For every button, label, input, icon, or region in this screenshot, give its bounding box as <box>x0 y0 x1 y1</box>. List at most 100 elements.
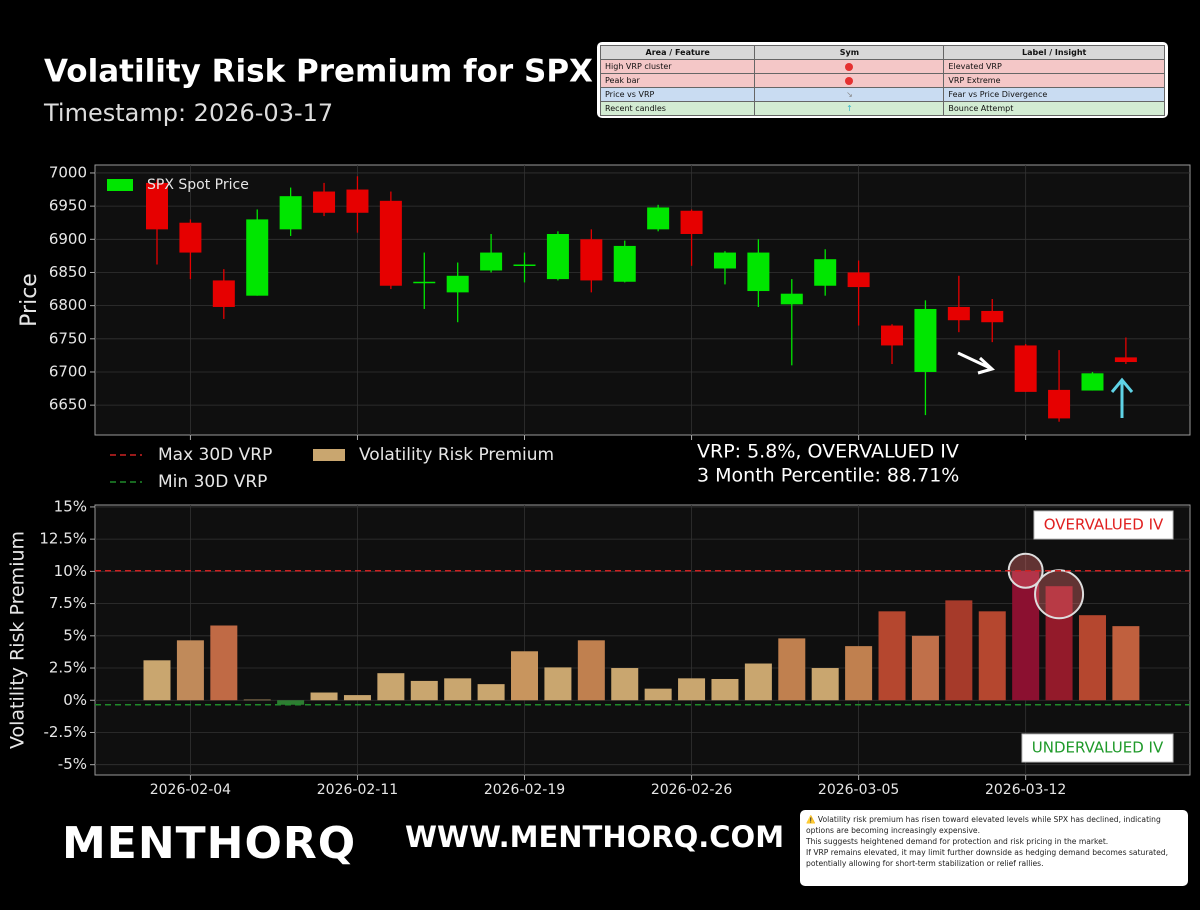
note-line: If VRP remains elevated, it may limit fu… <box>806 848 1169 868</box>
bar <box>644 688 672 701</box>
candle-body <box>680 210 703 234</box>
bar <box>711 678 739 701</box>
note: ⚠️ Volatility risk premium has risen tow… <box>800 810 1188 886</box>
cell: High VRP cluster <box>599 59 756 74</box>
y-tick-label: 7000 <box>49 163 87 181</box>
candle-body <box>1081 373 1104 391</box>
candle-body <box>780 293 803 305</box>
candle-body <box>480 252 503 271</box>
cell: Fear vs Price Divergence <box>943 87 1165 102</box>
x-tick-label: 2026-02-11 <box>317 782 398 798</box>
th: Label / Insight <box>943 45 1165 60</box>
y-axis-label: Volatility Risk Premium <box>7 531 29 749</box>
y-tick-label: 2.5% <box>49 659 87 677</box>
bar <box>477 684 505 701</box>
y-tick-label: 7.5% <box>49 594 87 612</box>
bar <box>811 668 839 701</box>
candle-body <box>847 272 870 288</box>
annotation: VRP: 5.8%, OVERVALUED IV <box>697 441 959 463</box>
candle-body <box>179 222 202 253</box>
y-tick-label: 5% <box>63 626 87 644</box>
bar <box>310 692 338 701</box>
bar <box>678 678 706 701</box>
arrow <box>1110 377 1134 418</box>
table: Area / Feature Sym Label / Insight High VR… <box>599 45 1165 116</box>
candle-body <box>379 200 402 286</box>
legend-label: Min 30D VRP <box>158 472 267 492</box>
cell: Price vs VRP <box>599 87 756 102</box>
y-tick-label: 12.5% <box>39 530 87 548</box>
candle-body <box>1014 345 1037 392</box>
arrow <box>957 351 995 375</box>
url: WWW.MENTHORQ.COM <box>405 820 785 854</box>
y-tick-label: 6950 <box>49 197 87 215</box>
bar <box>511 651 539 701</box>
y-tick-label: 6650 <box>49 396 87 414</box>
candle-body <box>647 207 670 230</box>
note-line: This suggests heightened demand for prot… <box>806 837 1109 846</box>
bar <box>911 635 939 701</box>
y-tick-label: -2.5% <box>43 723 87 741</box>
x-tick-label: 2026-02-19 <box>484 782 565 798</box>
legend-label: SPX Spot Price <box>147 177 249 193</box>
candle-body <box>279 196 302 230</box>
bar <box>410 680 438 701</box>
candle-body <box>881 325 904 346</box>
candle-body <box>246 219 269 296</box>
legend-label: Volatility Risk Premium <box>359 445 554 465</box>
candle-body <box>313 191 336 213</box>
candle-body <box>446 275 469 293</box>
zone-label: OVERVALUED IV <box>1044 516 1164 534</box>
cell: VRP Extreme <box>943 73 1165 88</box>
bar <box>277 700 305 705</box>
candle-body <box>947 306 970 321</box>
y-tick-label: 10% <box>54 562 87 580</box>
bar <box>945 600 973 701</box>
legend-swatch <box>313 449 345 461</box>
x-tick-label: 2026-03-12 <box>985 782 1066 798</box>
candle-body <box>580 239 603 281</box>
y-tick-label: -5% <box>58 755 87 773</box>
legend-table: Area / Feature Sym Label / Insight High VR… <box>597 42 1168 118</box>
cell: Recent candles <box>599 101 756 116</box>
bar <box>778 638 806 701</box>
zone-box <box>1033 510 1174 540</box>
y-tick-label: 6700 <box>49 362 87 380</box>
cell: Elevated VRP <box>943 59 1165 74</box>
bar <box>1078 615 1106 701</box>
y-tick-label: 6900 <box>49 230 87 248</box>
bar <box>243 699 271 701</box>
icon <box>845 62 854 71</box>
y-tick-label: 0% <box>63 691 87 709</box>
bar <box>343 695 371 701</box>
vrp-axes <box>94 504 1191 776</box>
bar <box>878 611 906 701</box>
th: Sym <box>754 45 945 60</box>
candle-body <box>413 281 436 284</box>
candle-body <box>914 308 937 372</box>
bar <box>444 678 472 701</box>
candle-body <box>981 310 1004 323</box>
icon: ↘ <box>754 87 945 102</box>
price-axes <box>94 164 1191 436</box>
y-tick-label: 6750 <box>49 329 87 347</box>
candle-body <box>146 182 168 230</box>
brand: MENTHORQ <box>62 818 357 869</box>
bar <box>845 646 873 701</box>
x-tick-label: 2026-03-05 <box>818 782 899 798</box>
marks: 6650 6700 6750 6800 6850 6900 6950 7000 Price SPX… <box>7 163 1190 798</box>
th: Area / Feature <box>599 45 756 60</box>
bar <box>1045 586 1073 701</box>
zone-label: UNDERVALUED IV <box>1032 739 1164 757</box>
bar <box>577 640 605 701</box>
highlight <box>1034 569 1085 620</box>
candle-body <box>1048 389 1071 419</box>
candle-body <box>212 280 235 307</box>
bar <box>611 668 639 701</box>
candle-body <box>747 252 770 292</box>
y-axis-label: Price <box>17 273 42 327</box>
candle-body <box>613 245 636 282</box>
subtitle: Timestamp: 2026-03-17 <box>43 99 333 127</box>
